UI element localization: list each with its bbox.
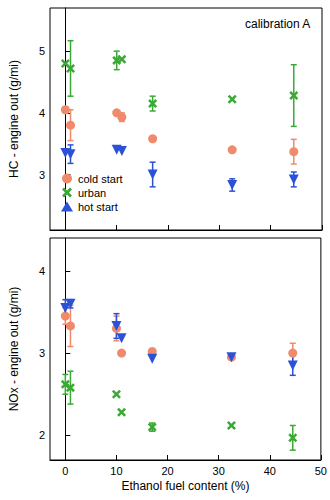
svg-text:calibration A: calibration A bbox=[245, 17, 310, 31]
svg-text:3: 3 bbox=[39, 347, 45, 359]
svg-text:cold start: cold start bbox=[78, 173, 123, 185]
svg-text:4: 4 bbox=[39, 265, 45, 277]
svg-text:40: 40 bbox=[264, 465, 276, 477]
svg-text:0: 0 bbox=[62, 465, 68, 477]
svg-text:50: 50 bbox=[315, 465, 327, 477]
svg-text:10: 10 bbox=[110, 465, 122, 477]
svg-text:NOx - engine out (g/mi): NOx - engine out (g/mi) bbox=[7, 287, 21, 412]
svg-text:30: 30 bbox=[213, 465, 225, 477]
svg-text:4: 4 bbox=[39, 107, 45, 119]
svg-text:5: 5 bbox=[39, 45, 45, 57]
svg-text:HC - engine out (g/mi): HC - engine out (g/mi) bbox=[7, 60, 21, 178]
svg-text:Ethanol fuel content (%): Ethanol fuel content (%) bbox=[121, 479, 249, 493]
svg-text:hot start: hot start bbox=[78, 201, 118, 213]
svg-text:3: 3 bbox=[39, 169, 45, 181]
svg-text:2: 2 bbox=[39, 429, 45, 441]
svg-text:urban: urban bbox=[78, 187, 106, 199]
svg-text:20: 20 bbox=[161, 465, 173, 477]
